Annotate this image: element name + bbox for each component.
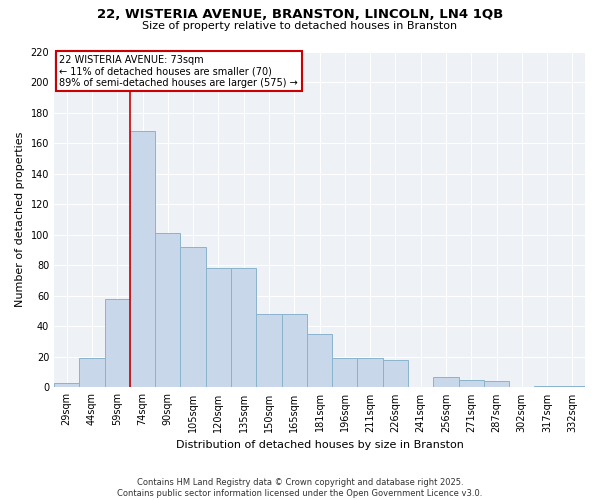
Bar	[358, 358, 383, 388]
Bar	[130, 131, 155, 388]
Bar	[535, 386, 560, 388]
Text: 22, WISTERIA AVENUE, BRANSTON, LINCOLN, LN4 1QB: 22, WISTERIA AVENUE, BRANSTON, LINCOLN, …	[97, 8, 503, 20]
Bar	[433, 376, 458, 388]
Bar	[206, 268, 231, 388]
Bar	[181, 247, 206, 388]
X-axis label: Distribution of detached houses by size in Branston: Distribution of detached houses by size …	[176, 440, 463, 450]
Bar	[281, 314, 307, 388]
Bar	[307, 334, 332, 388]
Text: 22 WISTERIA AVENUE: 73sqm
← 11% of detached houses are smaller (70)
89% of semi-: 22 WISTERIA AVENUE: 73sqm ← 11% of detac…	[59, 55, 298, 88]
Bar	[104, 299, 130, 388]
Bar	[54, 383, 79, 388]
Bar	[155, 233, 181, 388]
Y-axis label: Number of detached properties: Number of detached properties	[15, 132, 25, 307]
Bar	[484, 382, 509, 388]
Bar	[256, 314, 281, 388]
Bar	[332, 358, 358, 388]
Bar	[458, 380, 484, 388]
Bar	[79, 358, 104, 388]
Text: Contains HM Land Registry data © Crown copyright and database right 2025.
Contai: Contains HM Land Registry data © Crown c…	[118, 478, 482, 498]
Bar	[383, 360, 408, 388]
Bar	[231, 268, 256, 388]
Bar	[560, 386, 585, 388]
Text: Size of property relative to detached houses in Branston: Size of property relative to detached ho…	[142, 21, 458, 31]
